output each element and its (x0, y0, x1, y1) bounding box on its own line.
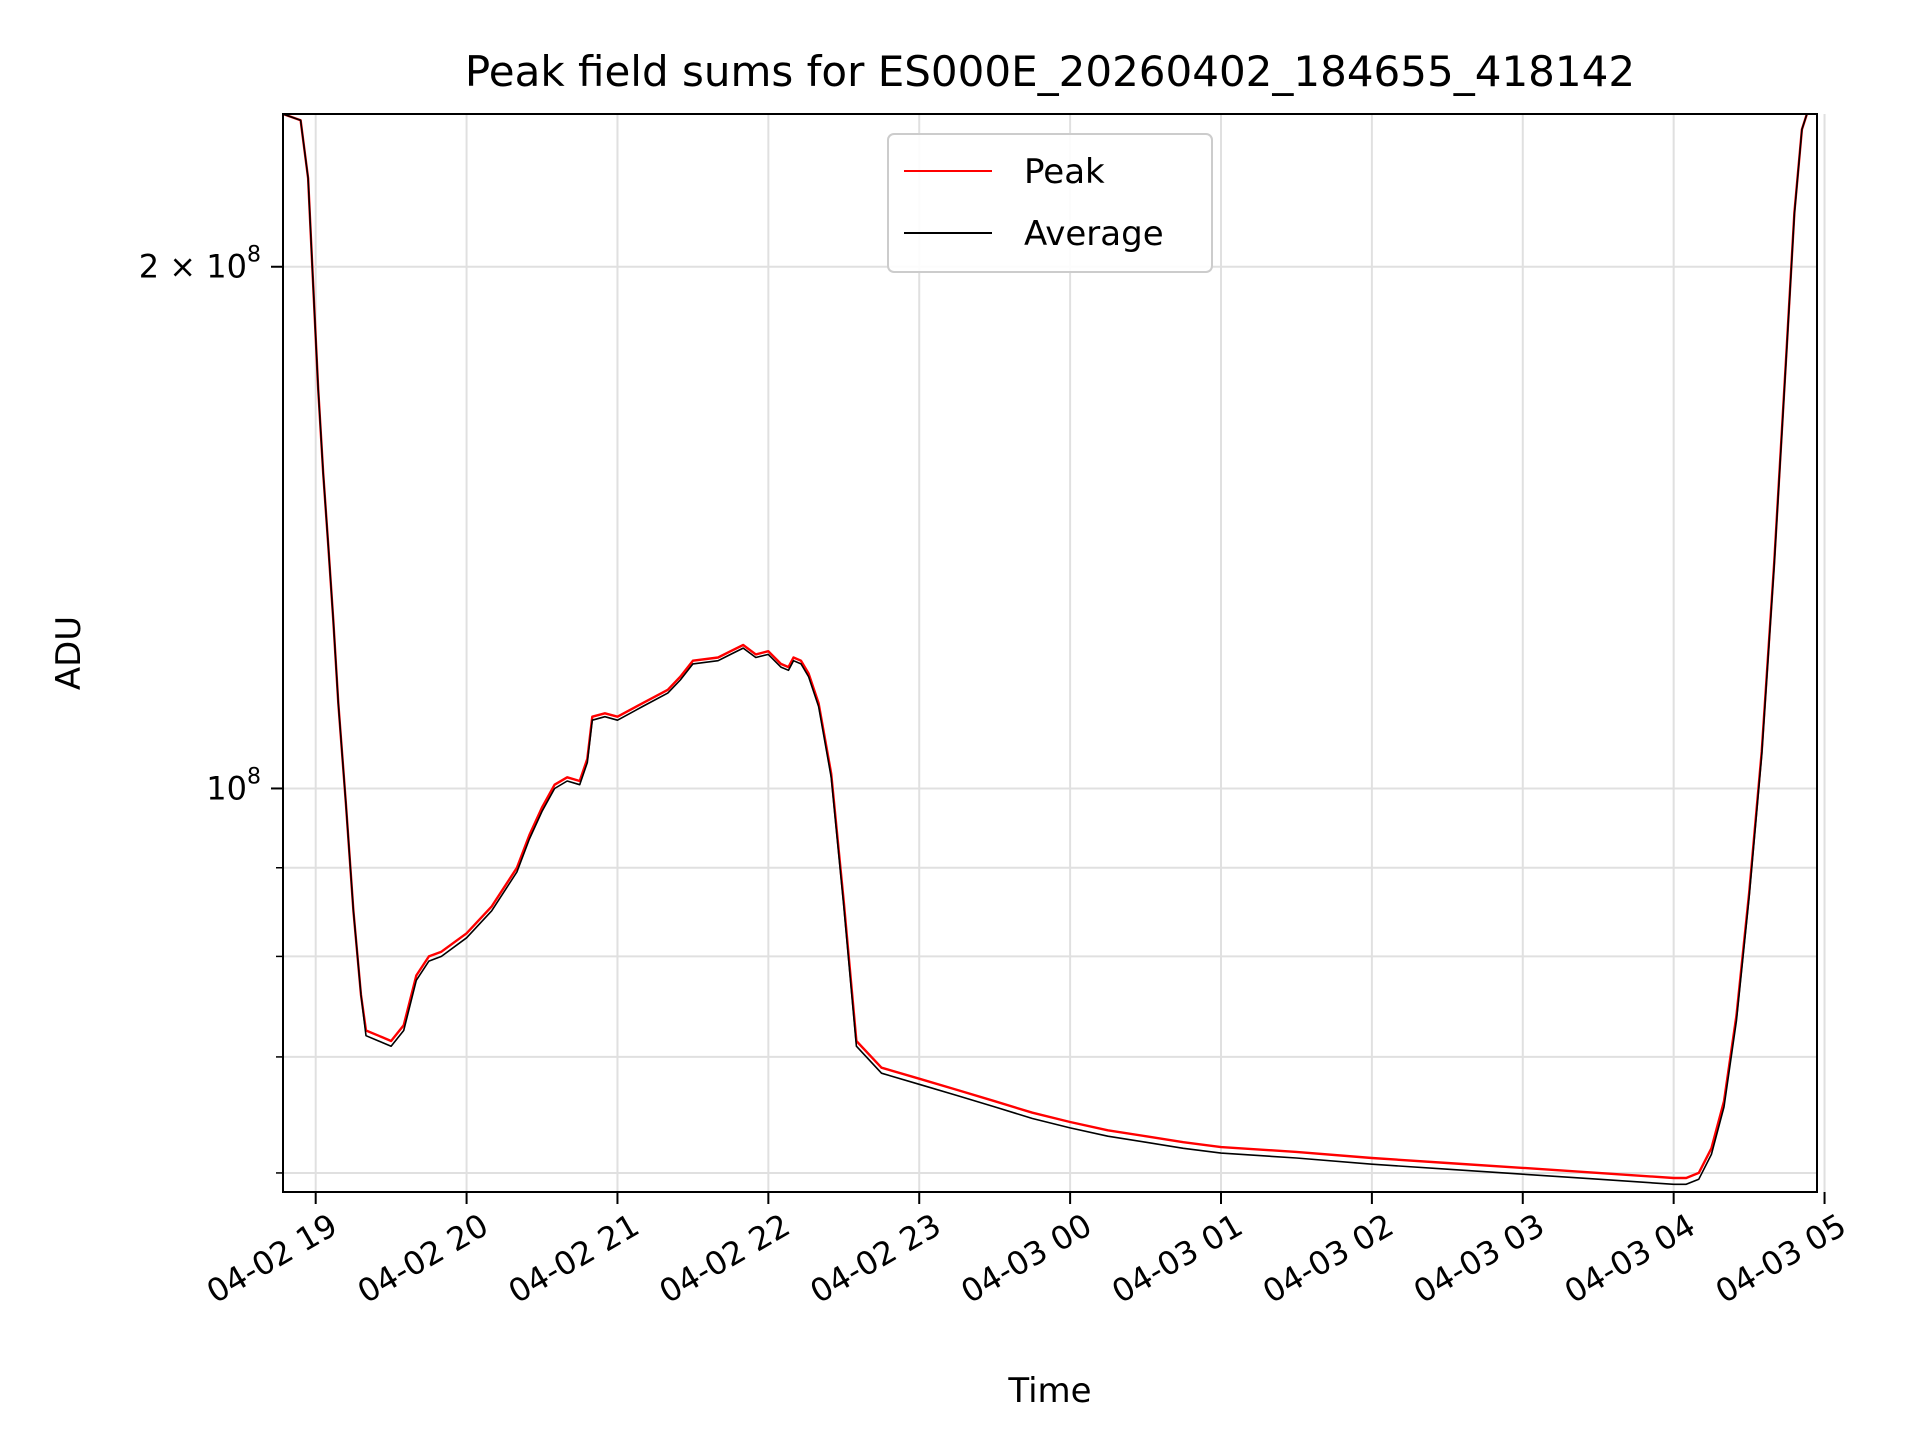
legend-label-average: Average (1024, 214, 1164, 254)
y-axis-title: ADU (49, 616, 89, 690)
grid (283, 114, 1826, 1192)
plot-series (283, 114, 1809, 1186)
plot-frame (282, 113, 1818, 1193)
y-tick-label: 108 (206, 764, 261, 807)
series-line-peak (283, 114, 1809, 1180)
legend-box (887, 133, 1213, 273)
chart-title: Peak field sums for ES000E_20260402_1846… (465, 47, 1635, 96)
x-axis-title: Time (1007, 1371, 1091, 1411)
y-axis: 2 × 108 108 (139, 243, 283, 1174)
y-tick-label: 2 × 108 (139, 243, 261, 286)
series-line-average (283, 114, 1808, 1186)
legend-label-peak: Peak (1024, 152, 1105, 192)
legend: Peak Average (887, 133, 1213, 273)
